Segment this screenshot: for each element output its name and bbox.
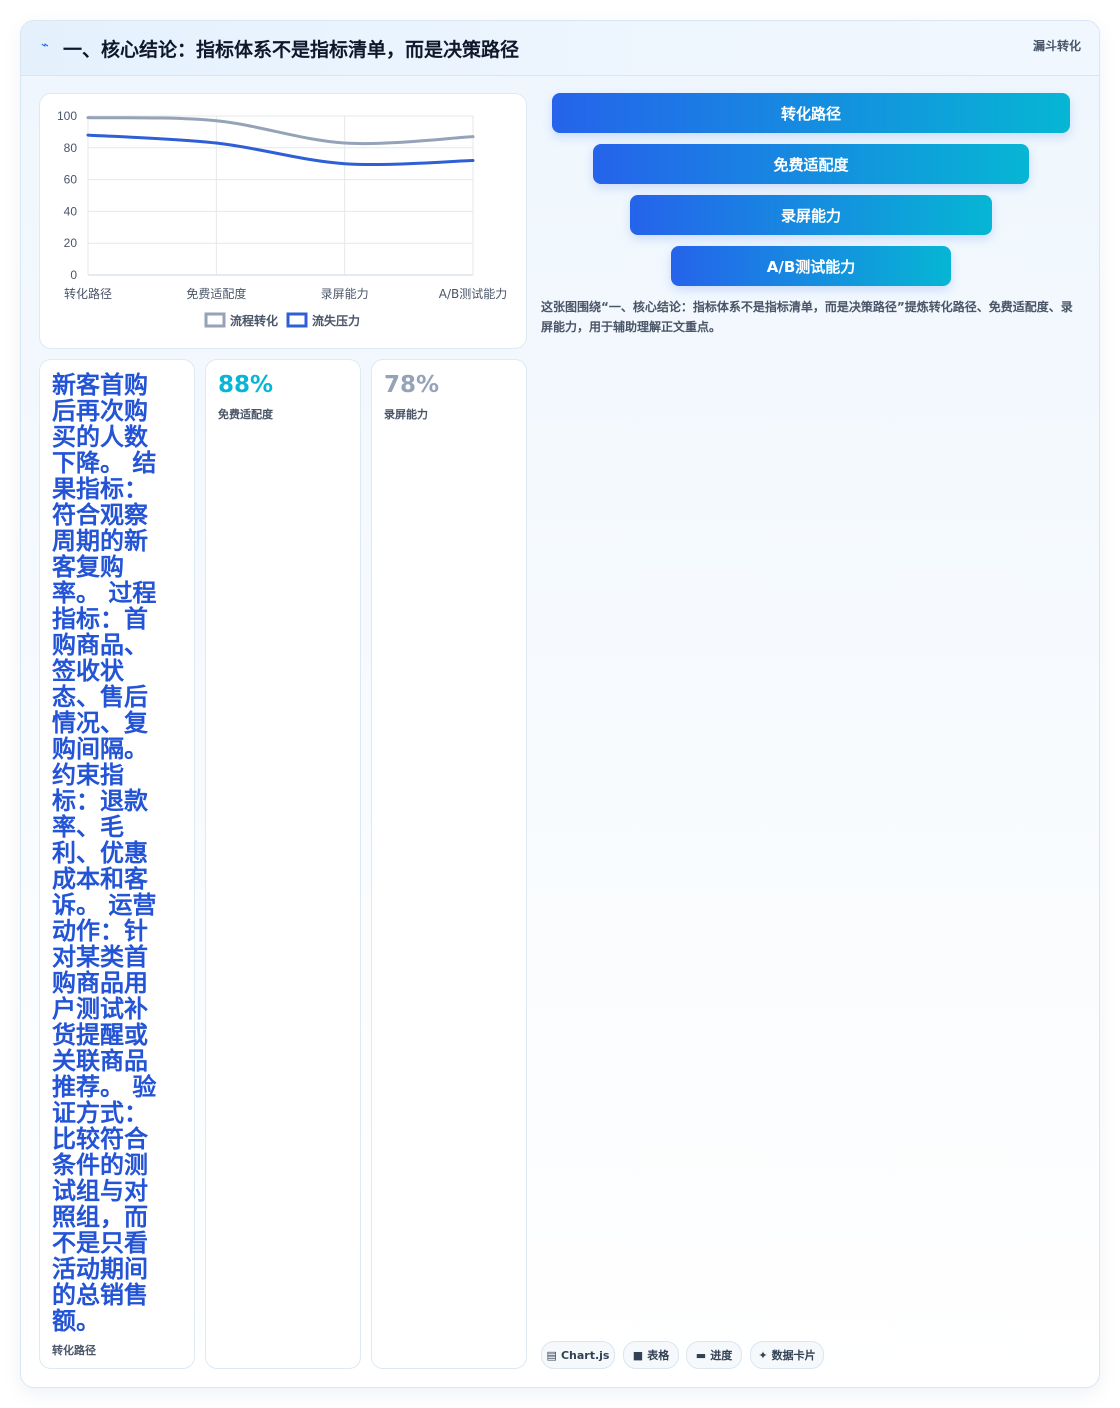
pill-label: 表格 bbox=[647, 1349, 670, 1362]
card-value: 78% bbox=[384, 372, 440, 398]
funnel-step-label: A/B测试能力 bbox=[766, 257, 856, 276]
card-long-text: 新客首购后再次购买的人数下降。 结果指标：符合观察周期的新客复购率。 过程指标：… bbox=[52, 371, 157, 1335]
funnel-step-4: A/B测试能力 bbox=[671, 246, 951, 286]
pill-data-card[interactable]: ✦ 数据卡片 bbox=[750, 1341, 824, 1369]
x-tick-label: 录屏能力 bbox=[321, 287, 369, 301]
stat-card-78: 78% 录屏能力 bbox=[371, 359, 527, 1369]
legend-swatch bbox=[286, 312, 308, 328]
pill-progress[interactable]: ▬ 进度 bbox=[686, 1341, 742, 1369]
legend-label: 流失压力 bbox=[312, 313, 360, 328]
pill-label: Chart.js bbox=[560, 1348, 610, 1362]
y-tick-label: 40 bbox=[64, 204, 78, 218]
table-icon: ■ bbox=[632, 1348, 644, 1362]
lightning-icon: ⌁ bbox=[41, 38, 49, 53]
y-tick-label: 80 bbox=[64, 141, 78, 155]
funnel-step-1: 转化路径 bbox=[552, 93, 1070, 133]
legend-label: 流程转化 bbox=[230, 313, 278, 328]
section-header: ⌁ 一、核心结论：指标体系不是指标清单，而是决策路径 漏斗转化 bbox=[21, 21, 1099, 76]
card-label: 录屏能力 bbox=[384, 408, 428, 421]
card-label: 转化路径 bbox=[52, 1344, 96, 1357]
x-tick-label: 转化路径 bbox=[64, 286, 112, 301]
funnel-step-label: 转化路径 bbox=[780, 104, 841, 123]
funnel-step-label: 免费适配度 bbox=[773, 155, 849, 174]
y-tick-label: 100 bbox=[57, 109, 77, 123]
section-title: 一、核心结论：指标体系不是指标清单，而是决策路径 bbox=[63, 39, 520, 61]
main-card: ⌁ 一、核心结论：指标体系不是指标清单，而是决策路径 漏斗转化 0 20 40 60 8… bbox=[20, 20, 1100, 1388]
chart-type-tag: 漏斗转化 bbox=[1032, 39, 1081, 53]
series-line-1 bbox=[86, 116, 475, 146]
card-value: 88% bbox=[218, 372, 274, 398]
x-tick-label: A/B测试能力 bbox=[439, 286, 508, 301]
stat-card-text: 新客首购后再次购买的人数下降。 结果指标：符合观察周期的新客复购率。 过程指标：… bbox=[39, 359, 195, 1369]
stat-card-88: 88% 免费适配度 bbox=[205, 359, 361, 1369]
card-label: 免费适配度 bbox=[218, 408, 273, 421]
funnel-step-2: 免费适配度 bbox=[593, 144, 1029, 184]
sparkle-icon: ✦ bbox=[758, 1348, 768, 1362]
line-chart-panel: 0 20 40 60 80 100 转化路径 免费适配度 录屏能力 A/B测试能力流程转化 流失压力 bbox=[39, 93, 527, 349]
y-tick-label: 20 bbox=[64, 236, 78, 250]
pill-chartjs[interactable]: ▤ Chart.js bbox=[541, 1341, 615, 1369]
pill-label: 数据卡片 bbox=[771, 1349, 816, 1362]
funnel-step-label: 录屏能力 bbox=[780, 206, 841, 225]
chart-caption: 这张图围绕“一、核心结论：指标体系不是指标清单，而是决策路径”提炼转化路径、免费… bbox=[541, 300, 1073, 334]
x-tick-label: 免费适配度 bbox=[186, 286, 246, 301]
series-line-2 bbox=[86, 133, 475, 167]
y-tick-label: 60 bbox=[64, 173, 78, 187]
pill-table[interactable]: ■ 表格 bbox=[623, 1341, 679, 1369]
funnel-step-3: 录屏能力 bbox=[630, 195, 992, 235]
pill-label: 进度 bbox=[710, 1349, 733, 1362]
chart-icon: ▤ bbox=[546, 1348, 557, 1362]
y-tick-label: 0 bbox=[70, 268, 77, 282]
legend-swatch bbox=[204, 312, 226, 328]
progress-icon: ▬ bbox=[695, 1348, 707, 1362]
